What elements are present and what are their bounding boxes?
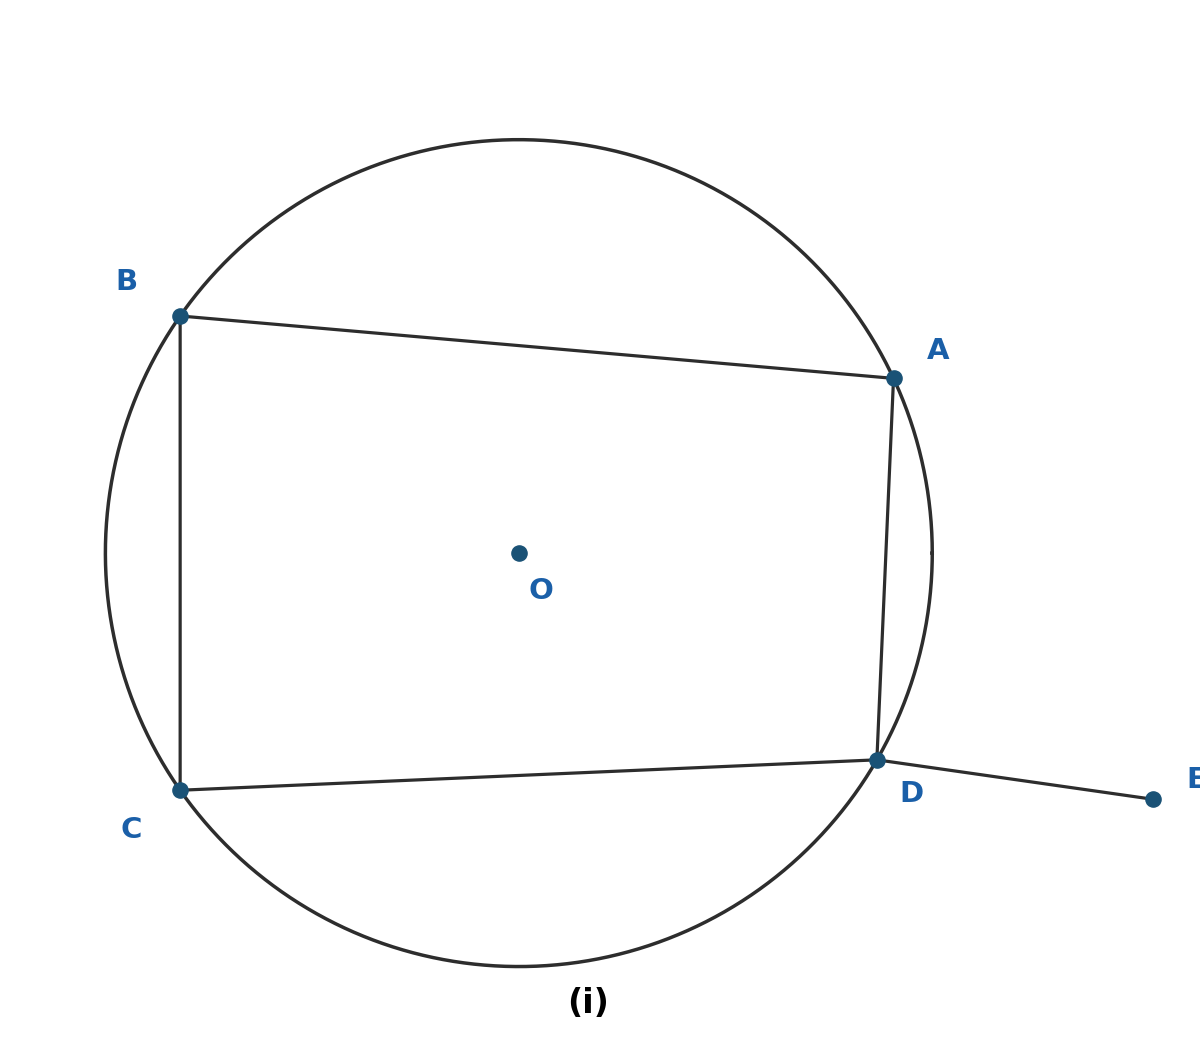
Text: D: D: [899, 780, 923, 809]
Point: [884, 370, 904, 387]
Text: B: B: [115, 267, 137, 296]
Point: [170, 782, 190, 799]
Point: [1142, 791, 1162, 808]
Point: [170, 308, 190, 324]
Text: C: C: [120, 816, 142, 843]
Text: A: A: [926, 337, 949, 365]
Text: O: O: [528, 576, 553, 605]
Text: (i): (i): [566, 987, 608, 1020]
Point: [509, 544, 528, 561]
Point: [868, 752, 887, 768]
Text: E: E: [1187, 765, 1200, 794]
